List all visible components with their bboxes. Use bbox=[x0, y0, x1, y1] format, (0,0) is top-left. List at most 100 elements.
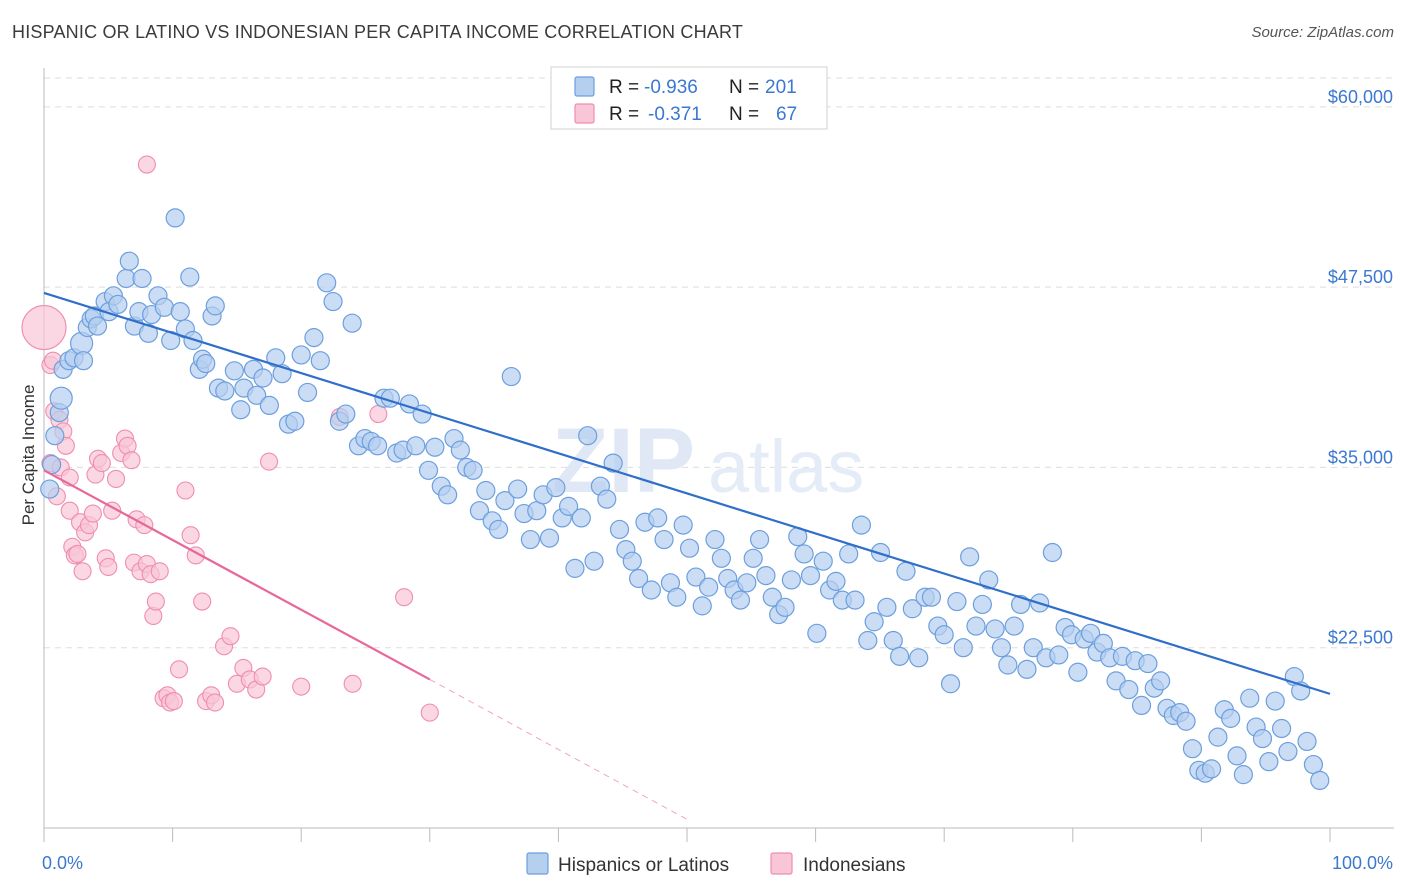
legend-r-value-pink: -0.371 bbox=[648, 104, 702, 125]
hispanic-point bbox=[1042, 542, 1063, 563]
hispanic-point bbox=[1138, 653, 1158, 674]
hispanic-point bbox=[921, 587, 942, 607]
hispanic-point bbox=[336, 404, 356, 424]
hispanic-point bbox=[578, 426, 598, 446]
y-tick-label: $35,000 bbox=[1328, 447, 1393, 467]
indonesian-point bbox=[164, 692, 183, 711]
indonesian-point bbox=[369, 405, 388, 424]
hispanic-point bbox=[890, 646, 910, 666]
y-axis-label: Per Capita Income bbox=[19, 385, 38, 526]
legend-swatch-blue bbox=[574, 76, 595, 97]
indonesian-point bbox=[99, 557, 118, 576]
hispanic-point bbox=[132, 268, 152, 289]
y-tick-label: $60,000 bbox=[1328, 87, 1393, 107]
hispanic-point bbox=[368, 436, 388, 456]
hispanic-point bbox=[1068, 662, 1088, 682]
axes: $22,500 $35,000 $47,500 $60,000 0.0% 100.0% bbox=[42, 68, 1394, 873]
hispanic-point bbox=[476, 480, 496, 501]
indonesian-point bbox=[193, 592, 212, 611]
hispanic-point bbox=[116, 268, 136, 289]
hispanic-point bbox=[807, 623, 827, 643]
hispanic-point bbox=[520, 529, 540, 550]
bottom-legend-label-blue: Hispanics or Latinos bbox=[558, 855, 729, 876]
hispanic-point bbox=[991, 638, 1012, 658]
indonesian-point bbox=[60, 501, 79, 520]
indonesian-point bbox=[176, 481, 195, 500]
hispanic-point bbox=[692, 596, 712, 616]
hispanic-point bbox=[629, 568, 649, 589]
indonesian-point bbox=[106, 469, 126, 489]
hispanic-point bbox=[253, 368, 273, 388]
hispanic-point bbox=[45, 426, 65, 446]
hispanic-point bbox=[972, 594, 992, 615]
hispanic-point bbox=[259, 395, 279, 416]
indonesian-point bbox=[68, 544, 87, 564]
hispanic-point bbox=[1278, 741, 1298, 762]
legend-n-label-pink: N = bbox=[729, 104, 759, 125]
indonesian-point bbox=[73, 562, 92, 581]
hispanic-point bbox=[896, 561, 916, 581]
hispanic-point bbox=[170, 302, 190, 322]
hispanic-point bbox=[979, 570, 999, 590]
hispanic-point bbox=[877, 597, 897, 617]
hispanic-point bbox=[154, 297, 174, 317]
hispanic-point bbox=[584, 551, 604, 571]
indonesian-point bbox=[146, 592, 165, 611]
hispanic-point bbox=[622, 551, 642, 571]
bottom-legend-swatch-pink bbox=[770, 852, 793, 875]
hispanic-point bbox=[138, 323, 159, 343]
hispanic-point bbox=[180, 267, 200, 287]
indonesian-point bbox=[169, 660, 189, 679]
hispanic-point bbox=[418, 460, 439, 480]
hispanic-point bbox=[609, 519, 630, 540]
hispanic-point bbox=[667, 587, 687, 607]
hispanic-point bbox=[1240, 688, 1260, 708]
hispanic-point bbox=[1252, 728, 1273, 749]
hispanic-point bbox=[699, 577, 719, 597]
indonesian-point bbox=[420, 703, 439, 722]
hispanic-point bbox=[1310, 770, 1330, 791]
hispanic-point bbox=[450, 440, 470, 460]
hispanic-point bbox=[1017, 659, 1037, 679]
hispanic-point bbox=[1176, 711, 1196, 731]
hispanic-point bbox=[1233, 765, 1253, 785]
hispanic-point bbox=[40, 479, 60, 499]
hispanic-point bbox=[737, 573, 757, 593]
hispanic-point bbox=[813, 551, 833, 571]
hispanic-point bbox=[705, 529, 725, 550]
hispanic-point bbox=[165, 208, 185, 228]
hispanic-point bbox=[119, 251, 139, 271]
hispanic-point bbox=[317, 273, 337, 293]
hispanic-point bbox=[297, 382, 318, 403]
hispanic-point bbox=[291, 345, 311, 365]
hispanic-point bbox=[224, 361, 244, 381]
bottom-legend-label-pink: Indonesians bbox=[803, 855, 905, 876]
hispanic-point bbox=[711, 548, 731, 568]
indonesian-point bbox=[83, 504, 102, 523]
hispanic-point bbox=[215, 381, 235, 401]
hispanic-point bbox=[953, 638, 973, 658]
hispanic-point bbox=[679, 538, 700, 558]
hispanic-point bbox=[1023, 638, 1043, 658]
hispanic-point bbox=[870, 542, 891, 563]
y-tick-label: $22,500 bbox=[1328, 628, 1393, 648]
hispanic-point bbox=[1182, 739, 1203, 759]
stats-legend: R = -0.936 N = 201 R = -0.371 N = 67 bbox=[550, 66, 828, 130]
bottom-legend: Hispanics or Latinos Indonesians bbox=[526, 852, 905, 876]
hispanic-point bbox=[998, 655, 1018, 675]
legend-r-label-pink: R = bbox=[609, 104, 639, 125]
hispanic-point bbox=[781, 570, 801, 590]
legend-n-value-blue: 201 bbox=[765, 77, 797, 98]
hispanic-point bbox=[539, 528, 560, 548]
indonesian-point bbox=[221, 627, 240, 646]
hispanic-point bbox=[673, 515, 693, 535]
indonesian-point bbox=[122, 451, 141, 470]
hispanic-point bbox=[488, 519, 509, 540]
hispanic-point bbox=[1049, 645, 1069, 665]
hispanic-point bbox=[762, 587, 782, 607]
legend-r-label-blue: R = bbox=[609, 77, 639, 98]
hispanic-point bbox=[1265, 691, 1285, 711]
indonesian-point bbox=[137, 155, 156, 174]
indonesian-point bbox=[395, 588, 414, 607]
